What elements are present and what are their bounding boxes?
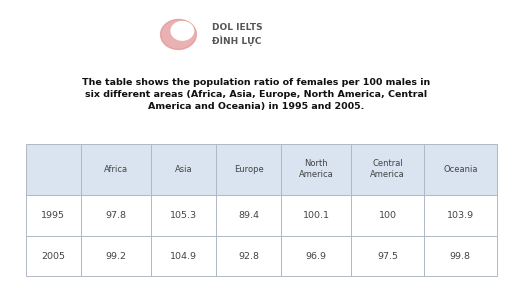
Text: 99.8: 99.8: [450, 251, 471, 261]
Polygon shape: [161, 20, 197, 50]
Text: 100: 100: [379, 211, 397, 220]
Text: 97.8: 97.8: [105, 211, 126, 220]
Text: Central
America: Central America: [370, 159, 405, 179]
Text: 103.9: 103.9: [447, 211, 474, 220]
Text: The table shows the population ratio of females per 100 males in
six different a: The table shows the population ratio of …: [82, 78, 430, 111]
Text: 100.1: 100.1: [303, 211, 330, 220]
Text: 99.2: 99.2: [105, 251, 126, 261]
Text: 97.5: 97.5: [377, 251, 398, 261]
Text: 92.8: 92.8: [238, 251, 259, 261]
Text: North
America: North America: [299, 159, 334, 179]
Polygon shape: [171, 22, 194, 40]
Text: 2005: 2005: [41, 251, 65, 261]
Text: 105.3: 105.3: [170, 211, 197, 220]
Text: 1995: 1995: [41, 211, 65, 220]
Text: Europe: Europe: [233, 165, 264, 174]
Text: 104.9: 104.9: [170, 251, 197, 261]
Text: ĐÌNH LỰC: ĐÌNH LỰC: [212, 36, 262, 46]
Text: 96.9: 96.9: [306, 251, 327, 261]
Text: Africa: Africa: [104, 165, 128, 174]
Text: 89.4: 89.4: [238, 211, 259, 220]
Text: Oceania: Oceania: [443, 165, 478, 174]
Text: DOL IELTS: DOL IELTS: [212, 23, 263, 32]
Text: Asia: Asia: [175, 165, 193, 174]
